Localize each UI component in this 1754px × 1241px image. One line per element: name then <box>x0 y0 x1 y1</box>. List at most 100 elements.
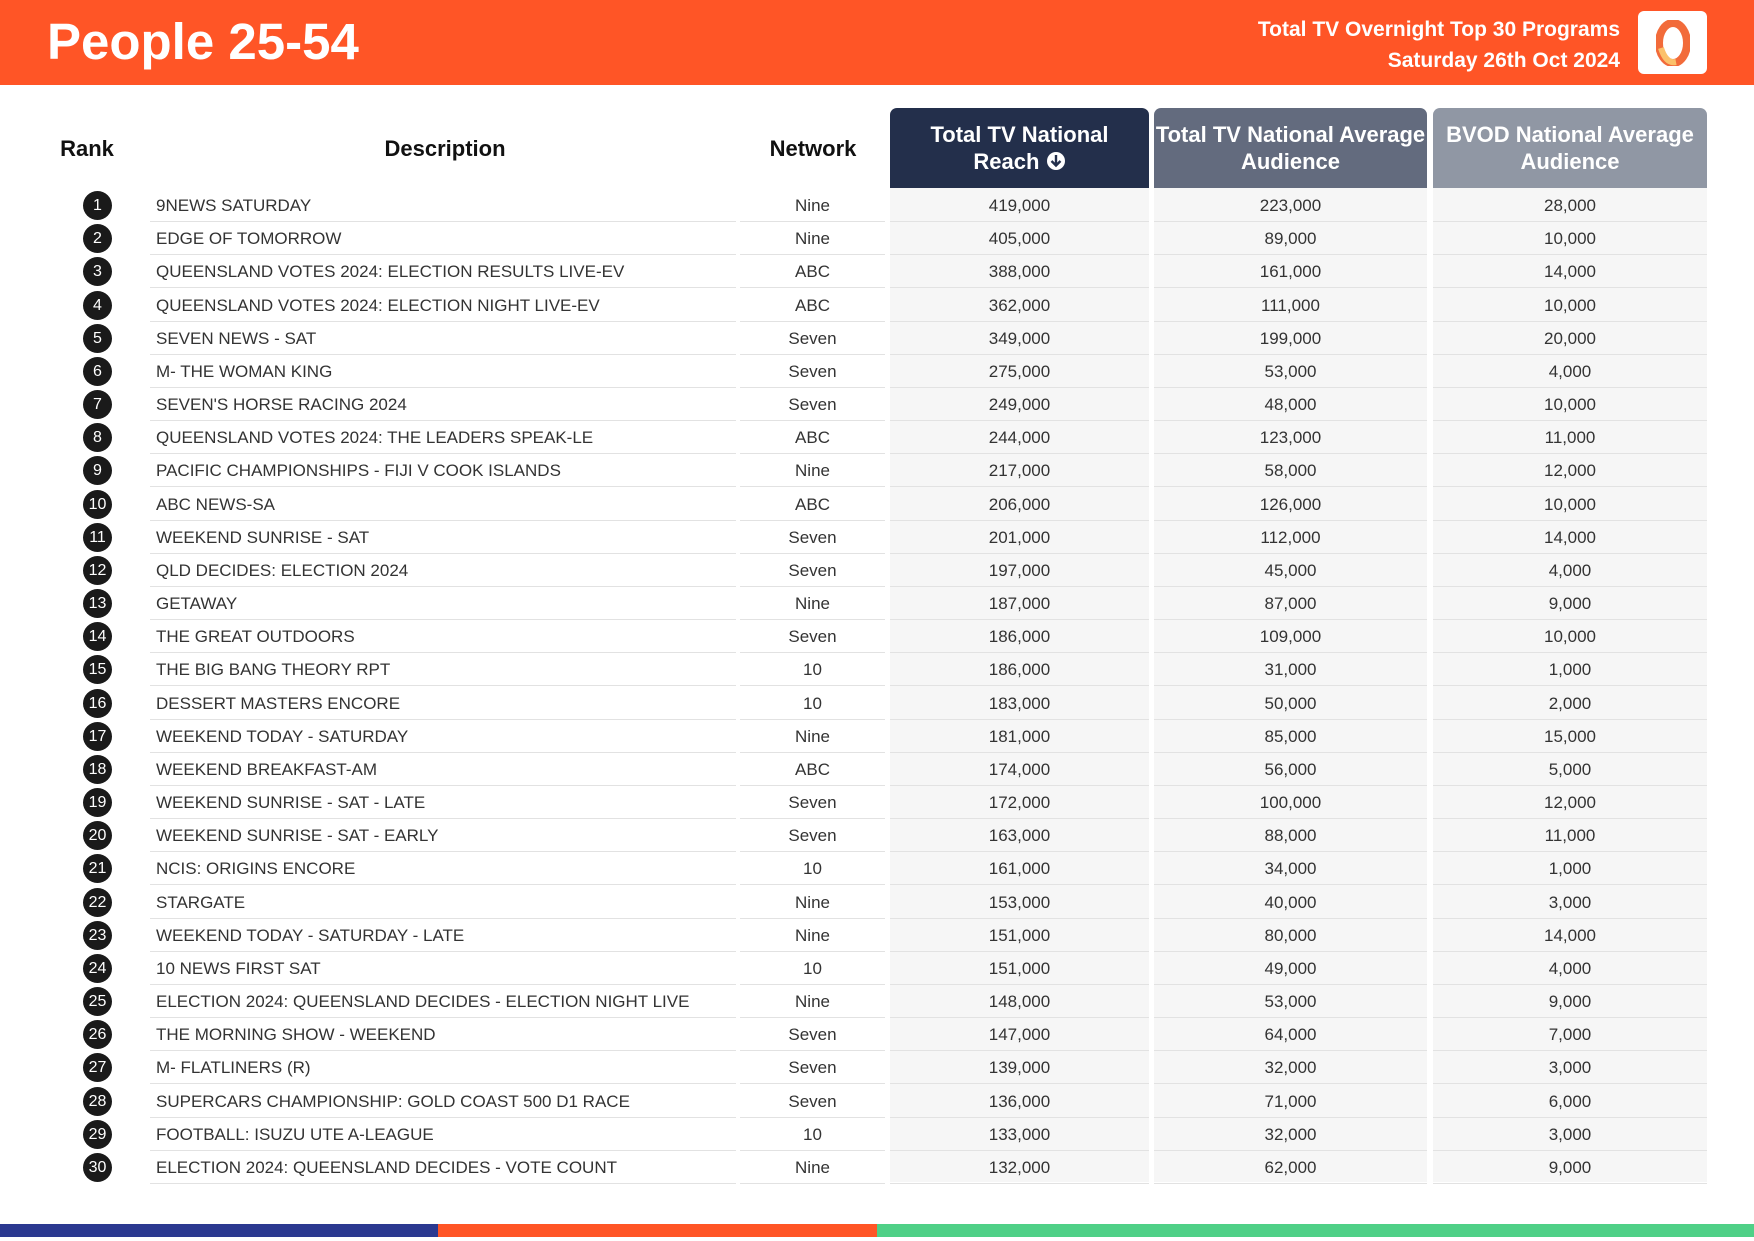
reach-cell: 136,000 <box>890 1085 1149 1118</box>
table-row: 3 QUEENSLAND VOTES 2024: ELECTION RESULTS… <box>0 255 1754 289</box>
reach-cell: 186,000 <box>890 653 1149 687</box>
reach-cell: 388,000 <box>890 255 1149 289</box>
description-cell: EDGE OF TOMORROW <box>150 222 736 256</box>
rank-badge: 23 <box>83 920 112 950</box>
network-cell: 10 <box>740 653 885 687</box>
description-cell: WEEKEND BREAKFAST-AM <box>150 753 736 786</box>
avg-cell: 100,000 <box>1154 786 1427 820</box>
reach-cell: 187,000 <box>890 587 1149 621</box>
rank-badge: 7 <box>83 390 112 420</box>
reach-cell: 362,000 <box>890 289 1149 322</box>
reach-cell: 183,000 <box>890 687 1149 720</box>
bvod-cell: 1,000 <box>1433 653 1707 687</box>
reach-cell: 148,000 <box>890 985 1149 1019</box>
rank-badge: 21 <box>83 854 112 884</box>
avg-cell: 48,000 <box>1154 388 1427 422</box>
reach-cell: 419,000 <box>890 189 1149 222</box>
reach-cell: 244,000 <box>890 421 1149 455</box>
avg-column-bg <box>1154 188 1427 1182</box>
reach-cell: 249,000 <box>890 388 1149 422</box>
reach-header-label: Total TV National Reach <box>930 122 1109 174</box>
network-cell: Nine <box>740 985 885 1019</box>
table-row: 1 9NEWS SATURDAY Nine 419,000 223,000 28,000 <box>0 189 1754 222</box>
reach-cell: 147,000 <box>890 1018 1149 1052</box>
avg-cell: 111,000 <box>1154 289 1427 322</box>
rank-badge: 28 <box>83 1086 112 1116</box>
reach-cell: 163,000 <box>890 819 1149 853</box>
bvod-cell: 11,000 <box>1433 421 1707 455</box>
footer-bar-green <box>877 1224 1754 1237</box>
network-cell: Seven <box>740 1085 885 1118</box>
network-cell: Seven <box>740 355 885 388</box>
network-cell: Seven <box>740 388 885 422</box>
rank-badge: 13 <box>83 589 112 619</box>
bvod-cell: 14,000 <box>1433 255 1707 289</box>
network-cell: Seven <box>740 521 885 554</box>
rank-badge: 27 <box>83 1053 112 1083</box>
rank-badge: 2 <box>83 224 112 254</box>
table-row: 8 QUEENSLAND VOTES 2024: THE LEADERS SPEA… <box>0 421 1754 455</box>
network-cell: Nine <box>740 1151 885 1184</box>
bvod-cell: 3,000 <box>1433 1051 1707 1085</box>
avg-cell: 71,000 <box>1154 1085 1427 1118</box>
bvod-cell: 20,000 <box>1433 322 1707 355</box>
reach-column-bg <box>890 188 1149 1182</box>
reach-cell: 139,000 <box>890 1051 1149 1085</box>
rank-badge: 12 <box>83 555 112 585</box>
rank-badge: 1 <box>83 191 112 220</box>
description-cell: FOOTBALL: ISUZU UTE A-LEAGUE <box>150 1118 736 1151</box>
description-cell: WEEKEND TODAY - SATURDAY - LATE <box>150 919 736 952</box>
reach-cell: 151,000 <box>890 952 1149 985</box>
reach-cell: 132,000 <box>890 1151 1149 1184</box>
table-row: 28 SUPERCARS CHAMPIONSHIP: GOLD COAST 500… <box>0 1085 1754 1118</box>
avg-cell: 109,000 <box>1154 620 1427 654</box>
table-row: 6 M- THE WOMAN KING Seven 275,000 53,000 4,00… <box>0 355 1754 388</box>
rank-badge: 18 <box>83 754 112 784</box>
description-cell: ELECTION 2024: QUEENSLAND DECIDES - ELEC… <box>150 985 736 1019</box>
avg-cell: 40,000 <box>1154 886 1427 919</box>
rank-badge: 30 <box>83 1152 112 1182</box>
table-row: 5 SEVEN NEWS - SAT Seven 349,000 199,000 20,0… <box>0 322 1754 355</box>
network-cell: Nine <box>740 587 885 621</box>
avg-cell: 64,000 <box>1154 1018 1427 1052</box>
bvod-cell: 14,000 <box>1433 919 1707 952</box>
network-cell: Seven <box>740 1018 885 1052</box>
reach-cell: 217,000 <box>890 454 1149 488</box>
table-row: 7 SEVEN'S HORSE RACING 2024 Seven 249,000 48… <box>0 388 1754 422</box>
reach-cell: 172,000 <box>890 786 1149 820</box>
rank-badge: 3 <box>83 257 112 287</box>
avg-cell: 32,000 <box>1154 1118 1427 1151</box>
footer-bar-blue <box>0 1224 438 1237</box>
reach-cell: 186,000 <box>890 620 1149 654</box>
bvod-cell: 10,000 <box>1433 388 1707 422</box>
bvod-cell: 10,000 <box>1433 488 1707 521</box>
reach-cell: 206,000 <box>890 488 1149 521</box>
network-cell: Seven <box>740 1051 885 1085</box>
bvod-cell: 7,000 <box>1433 1018 1707 1052</box>
bvod-cell: 12,000 <box>1433 454 1707 488</box>
bvod-cell: 3,000 <box>1433 1118 1707 1151</box>
description-cell: ELECTION 2024: QUEENSLAND DECIDES - VOTE… <box>150 1151 736 1184</box>
bvod-cell: 4,000 <box>1433 355 1707 388</box>
description-cell: THE BIG BANG THEORY RPT <box>150 653 736 687</box>
rank-badge: 26 <box>83 1020 112 1050</box>
footer-bar-orange <box>438 1224 877 1237</box>
logo-zero-icon <box>1655 19 1690 66</box>
rank-badge: 22 <box>83 887 112 917</box>
bvod-header[interactable]: BVOD National Average Audience <box>1433 108 1707 188</box>
sort-down-icon[interactable] <box>1046 151 1066 171</box>
table-row: 23 WEEKEND TODAY - SATURDAY - LATE Nine 151… <box>0 919 1754 952</box>
avg-cell: 62,000 <box>1154 1151 1427 1184</box>
avg-header[interactable]: Total TV National Average Audience <box>1154 108 1427 188</box>
avg-cell: 161,000 <box>1154 255 1427 289</box>
description-cell: SEVEN'S HORSE RACING 2024 <box>150 388 736 422</box>
rank-badge: 20 <box>83 821 112 851</box>
network-cell: Seven <box>740 786 885 820</box>
description-cell: M- THE WOMAN KING <box>150 355 736 388</box>
description-cell: THE MORNING SHOW - WEEKEND <box>150 1018 736 1052</box>
table-row: 11 WEEKEND SUNRISE - SAT Seven 201,000 112,0… <box>0 521 1754 554</box>
network-cell: 10 <box>740 1118 885 1151</box>
reach-header[interactable]: Total TV National Reach <box>890 108 1149 188</box>
avg-cell: 223,000 <box>1154 189 1427 222</box>
table-row: 16 DESSERT MASTERS ENCORE 10 183,000 50,000 2… <box>0 687 1754 720</box>
